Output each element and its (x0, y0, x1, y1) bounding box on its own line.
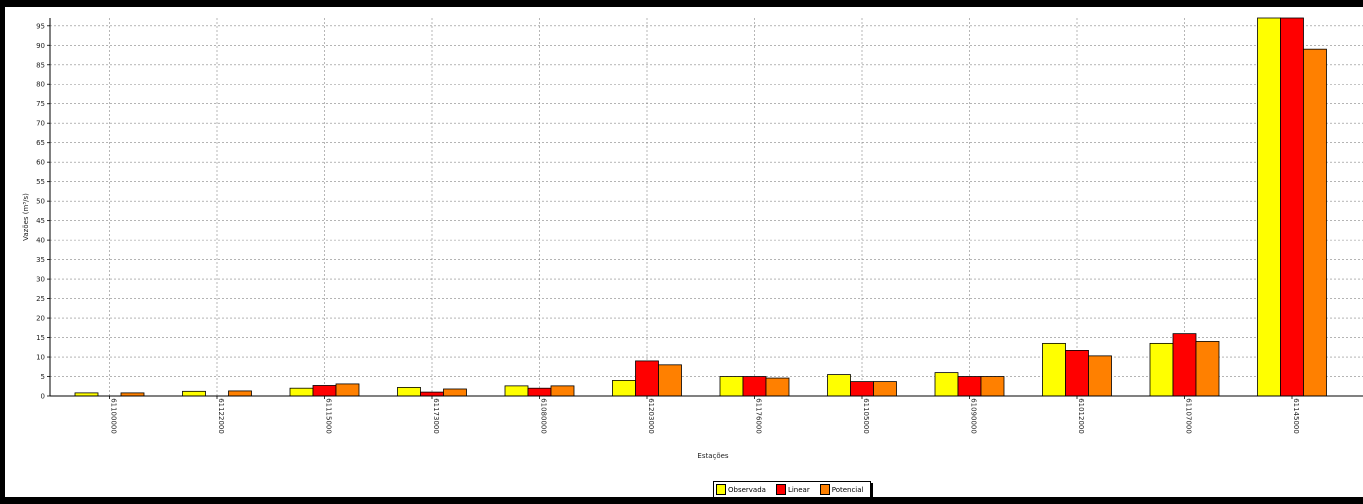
bar-linear-61080000 (527, 387, 552, 397)
legend-item-linear: Linear (775, 484, 810, 495)
bar-potencial-61012000 (1088, 355, 1112, 397)
x-tick-label: 61105000 (862, 398, 870, 434)
legend-label: Linear (787, 485, 810, 494)
bar-potencial-61145000 (1303, 48, 1327, 397)
y-tick-label: 90 (36, 42, 45, 50)
bar-linear-61173000 (420, 391, 444, 397)
x-tick-label: 61203000 (647, 398, 655, 434)
y-tick-label: 85 (36, 61, 45, 69)
bar-potencial-61107000 (1195, 341, 1220, 397)
bar-observada-61173000 (397, 387, 421, 397)
bar-observada-61090000 (934, 372, 959, 397)
y-tick-label: 70 (36, 120, 45, 128)
x-tick-labels: 61100000 61122000 61115000 61173000 61080000… (110, 398, 1301, 434)
x-tick-label: 61176000 (755, 398, 763, 434)
bar-linear-61090000 (957, 376, 982, 397)
x-tick-label: 61080000 (540, 398, 548, 434)
bar-observada-61012000 (1042, 342, 1066, 397)
legend-swatch (819, 484, 830, 495)
bars (74, 17, 1327, 397)
y-tick-label: 25 (36, 295, 45, 303)
bar-observada-61080000 (504, 385, 529, 397)
x-tick-label: 61090000 (970, 398, 978, 434)
grid-lines (50, 18, 1363, 396)
bar-observada-61107000 (1149, 342, 1174, 397)
bar-linear-61176000 (742, 376, 767, 397)
y-tick-label: 95 (36, 22, 45, 30)
bar-potencial-61080000 (550, 385, 575, 397)
x-tick-label: 61173000 (432, 398, 440, 434)
y-tick-label: 40 (36, 237, 45, 245)
y-tick-label: 45 (36, 217, 45, 225)
x-axis-label: Estações (697, 452, 729, 460)
legend-label: Observada (728, 485, 766, 494)
y-tick-label: 60 (36, 159, 45, 167)
bar-observada-61105000 (827, 374, 851, 397)
bar-potencial-61203000 (658, 364, 682, 397)
bar-linear-61203000 (635, 360, 659, 397)
x-tick-label: 61115000 (325, 398, 333, 434)
axes (47, 18, 1363, 399)
bar-potencial-61176000 (765, 377, 790, 397)
y-tick-label: 65 (36, 139, 45, 147)
bar-potencial-61090000 (980, 376, 1005, 397)
y-tick-label: 35 (36, 256, 45, 264)
x-tick-label: 61100000 (110, 398, 118, 434)
legend: Observada Linear Potencial (713, 481, 871, 498)
legend-swatch (775, 484, 786, 495)
bar-linear-61105000 (850, 381, 874, 397)
y-tick-label: 80 (36, 81, 45, 89)
y-axis-label: Vazões (m³/s) (22, 193, 30, 241)
y-tick-label: 10 (36, 354, 45, 362)
bar-observada-61145000 (1257, 17, 1281, 397)
bar-linear-61115000 (312, 385, 337, 397)
y-tick-label: 30 (36, 276, 45, 284)
legend-item-potencial: Potencial (819, 484, 864, 495)
bar-observada-61122000 (182, 390, 206, 397)
y-tick-label: 55 (36, 178, 45, 186)
bar-chart: 0 5 10 15 20 25 30 35 40 45 50 55 60 65 70 75 80 85 90 95 6… (22, 17, 1363, 460)
bar-potencial-61115000 (335, 383, 360, 397)
chart-panel: 0 5 10 15 20 25 30 35 40 45 50 55 60 65 70 75 80 85 90 95 6… (5, 7, 1363, 498)
bar-observada-61203000 (612, 380, 636, 397)
y-tick-label: 75 (36, 100, 45, 108)
y-tick-label: 5 (41, 373, 45, 381)
legend-swatch (716, 484, 726, 495)
bar-linear-61145000 (1280, 17, 1304, 397)
y-tick-label: 20 (36, 315, 45, 323)
x-tick-label: 61107000 (1185, 398, 1193, 434)
y-tick-label: 50 (36, 198, 45, 206)
legend-item-observada: Observada (716, 484, 766, 495)
x-tick-label: 61012000 (1077, 398, 1085, 434)
legend-label: Potencial (831, 485, 864, 494)
bar-linear-61107000 (1172, 333, 1197, 397)
bar-potencial-61173000 (443, 388, 467, 397)
bar-observada-61115000 (289, 387, 314, 397)
bar-potencial-61122000 (228, 390, 252, 397)
y-tick-label: 0 (41, 393, 45, 401)
x-tick-label: 61145000 (1292, 398, 1300, 434)
bar-linear-61012000 (1065, 350, 1089, 397)
bar-observada-61176000 (719, 376, 744, 397)
x-tick-label: 61122000 (217, 398, 225, 434)
y-tick-labels: 0 5 10 15 20 25 30 35 40 45 50 55 60 65 70 75 80 85 90 95 (36, 22, 45, 400)
y-tick-label: 15 (36, 334, 45, 342)
bar-potencial-61105000 (873, 381, 897, 397)
